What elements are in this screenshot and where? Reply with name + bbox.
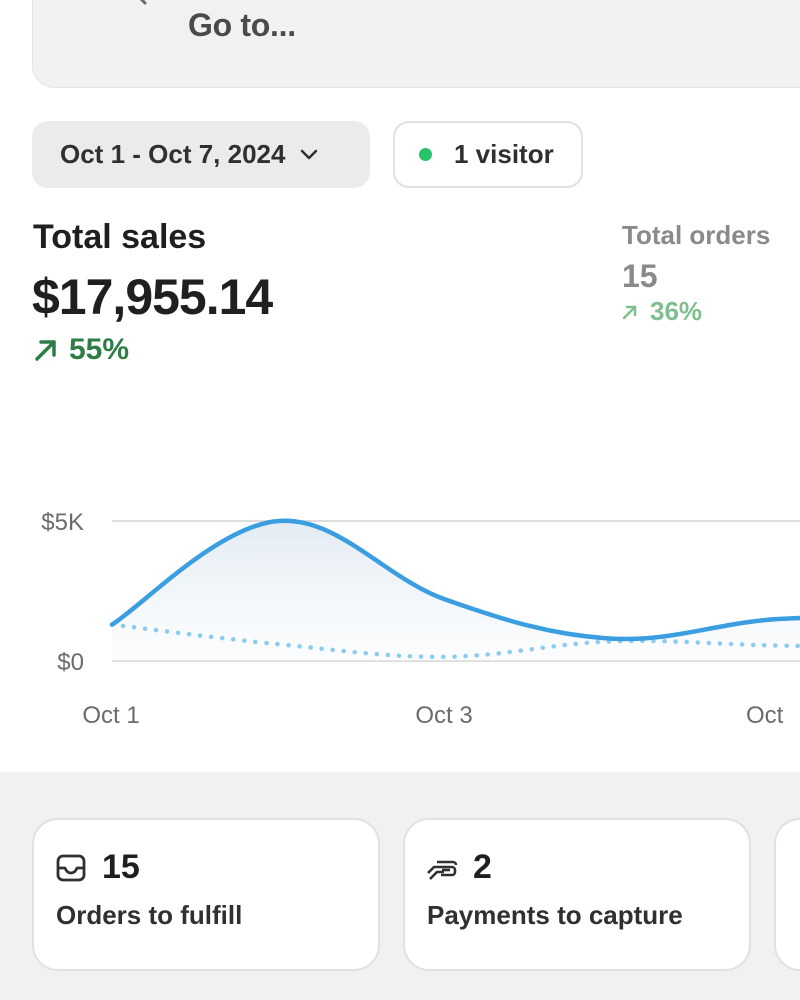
search-bar[interactable]: Go to... [32, 0, 800, 88]
total-orders-delta-value: 36% [650, 296, 703, 326]
search-input[interactable]: Go to... [188, 7, 296, 43]
total-sales-value: $17,955.14 [32, 269, 273, 325]
visitors-label: 1 visitor [454, 139, 554, 169]
total-orders-label[interactable]: Total orders [622, 220, 771, 250]
inbox-icon [56, 854, 86, 881]
orders-to-fulfill-count: 15 [102, 848, 140, 886]
date-range-picker[interactable]: Oct 1 - Oct 7, 2024 [32, 121, 370, 188]
total-sales-label[interactable]: Total sales [33, 218, 207, 256]
date-range-label: Oct 1 - Oct 7, 2024 [60, 139, 286, 169]
total-orders-value: 15 [622, 258, 658, 294]
x-tick-label: Oct 1 [82, 702, 139, 729]
payments-to-capture-label: Payments to capture [427, 900, 683, 930]
total-sales-delta-value: 55% [69, 333, 130, 366]
series-area [112, 520, 800, 661]
payments-to-capture-count: 2 [473, 848, 492, 886]
x-tick-label: Oct 3 [415, 702, 472, 729]
sales-chart[interactable]: $5K $0 Oct 1 Oct 3 Oct [0, 480, 800, 750]
total-orders-delta: 36% [622, 296, 702, 327]
y-tick-label: $0 [57, 649, 84, 676]
orders-to-fulfill-card[interactable]: 15 Orders to fulfill [32, 818, 380, 971]
search-icon [139, 0, 147, 5]
arrow-up-right-icon [35, 340, 56, 361]
total-sales-delta: 55% [33, 333, 129, 367]
tag-icon [796, 848, 800, 882]
live-dot-icon [419, 148, 432, 161]
orders-to-fulfill-label: Orders to fulfill [56, 900, 243, 930]
series-line-previous [109, 622, 800, 660]
y-tick-label: $5K [41, 509, 84, 536]
payments-to-capture-card[interactable]: 2 Payments to capture [403, 818, 751, 971]
payment-icon [427, 860, 458, 880]
products-card[interactable] [774, 818, 800, 971]
x-tick-label: Oct [746, 702, 784, 729]
arrow-up-right-icon [622, 305, 637, 319]
series-line-current [109, 518, 800, 642]
live-visitors-button[interactable]: 1 visitor [393, 121, 583, 188]
chevron-down-icon [301, 149, 318, 159]
